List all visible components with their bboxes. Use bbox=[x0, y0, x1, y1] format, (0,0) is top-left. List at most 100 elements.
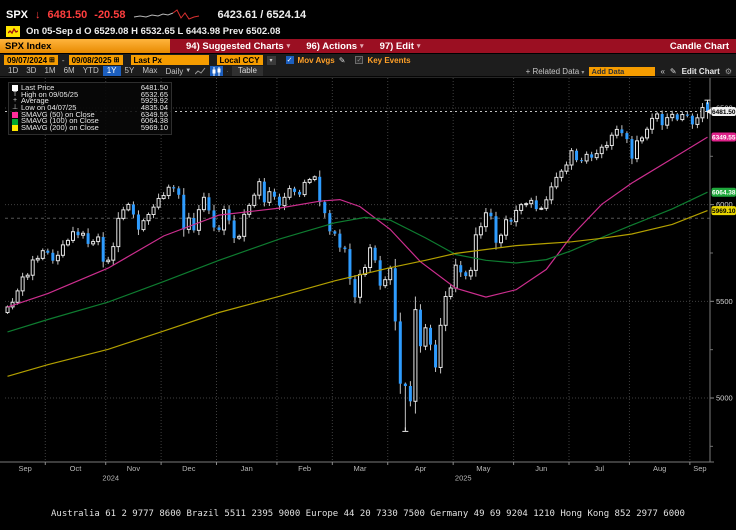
currency-dropdown-button[interactable]: ▾ bbox=[266, 55, 276, 65]
menu-item-edit[interactable]: 97) Edit ▾ bbox=[379, 40, 421, 52]
candle-down bbox=[434, 344, 438, 368]
mov-avgs-edit-icon[interactable]: ✎ bbox=[338, 55, 346, 65]
candle-down bbox=[459, 265, 463, 273]
period-tab-5y[interactable]: 5Y bbox=[124, 66, 135, 75]
year-label: 2024 bbox=[102, 474, 119, 483]
candle-down bbox=[489, 212, 493, 217]
candle-up bbox=[201, 196, 206, 211]
chevron-down-icon: ▾ bbox=[581, 69, 585, 76]
axis-price-bubble-value: 6481.50 bbox=[712, 109, 736, 116]
candle-up bbox=[126, 203, 131, 211]
period-tab-1y[interactable]: 1Y bbox=[102, 66, 121, 76]
legend-value: 6532.65 bbox=[140, 89, 168, 99]
candle-down bbox=[685, 114, 689, 116]
candle-down bbox=[373, 247, 377, 261]
candle-down bbox=[408, 386, 412, 402]
candle-up bbox=[156, 197, 161, 208]
legend-item[interactable]: SMAVG (200) on Close 5969.10 bbox=[12, 123, 168, 133]
legend-label: SMAVG (100) on Close bbox=[21, 116, 99, 126]
collapse-panel-icon[interactable]: « bbox=[660, 66, 665, 76]
candle-down bbox=[212, 210, 216, 228]
candle-up bbox=[504, 219, 509, 236]
candle-up bbox=[151, 206, 156, 216]
legend-label: SMAVG (50) on Close bbox=[21, 109, 95, 119]
legend-item[interactable]: ⊥ Low on 04/07/25 4835.04 bbox=[12, 103, 168, 113]
month-label: Apr bbox=[415, 464, 427, 473]
candle-down bbox=[403, 383, 407, 387]
period-tab-ytd[interactable]: YTD bbox=[82, 66, 99, 75]
candle-up bbox=[438, 324, 443, 368]
candle-up bbox=[478, 226, 483, 236]
mov-avgs-label[interactable]: Mov Avgs bbox=[297, 55, 335, 65]
legend-item[interactable]: Last Price 6481.50 bbox=[12, 83, 168, 92]
legend-item[interactable]: T High on 09/05/25 6532.65 bbox=[12, 89, 168, 99]
legend-value: 6481.50 bbox=[140, 83, 168, 92]
period-tab-1m[interactable]: 1M bbox=[44, 66, 56, 75]
security-field[interactable]: SPX Index bbox=[0, 39, 170, 53]
period-tab-6m[interactable]: 6M bbox=[63, 66, 75, 75]
edit-chart-pencil-icon[interactable]: ✎ bbox=[669, 66, 677, 76]
candle-up bbox=[166, 186, 171, 197]
chart-legend[interactable]: Last Price 6481.50 T High on 09/05/25 6532.6… bbox=[8, 82, 172, 135]
candle-up bbox=[695, 117, 700, 125]
candle-chart-plot[interactable]: 6500600055005000SepOctNovDecJanFebMarApr… bbox=[0, 77, 736, 485]
candle-up bbox=[609, 134, 614, 146]
sma50-line bbox=[7, 136, 708, 308]
mov-avgs-checkbox[interactable]: ✓ bbox=[285, 56, 294, 64]
candle-up bbox=[196, 209, 201, 231]
sma100-line bbox=[7, 191, 708, 333]
day-range: 6423.61 / 6524.14 bbox=[217, 8, 307, 21]
month-label: Sep bbox=[18, 464, 31, 473]
line-chart-icon[interactable] bbox=[194, 66, 207, 76]
edit-chart-button[interactable]: Edit Chart bbox=[681, 66, 720, 76]
candle-chart-icon[interactable] bbox=[210, 66, 224, 76]
frequency-dropdown[interactable]: Daily ▼ bbox=[165, 66, 192, 76]
gear-icon[interactable]: ⚙ bbox=[724, 66, 732, 76]
key-events-label[interactable]: Key Events bbox=[367, 55, 411, 65]
candle-up bbox=[569, 150, 574, 166]
menu-item-actions[interactable]: 96) Actions ▾ bbox=[306, 40, 364, 52]
candle-up bbox=[96, 236, 101, 243]
add-data-input[interactable] bbox=[589, 66, 656, 76]
key-events-checkbox[interactable]: ✓ bbox=[355, 56, 364, 64]
alert-icon[interactable] bbox=[6, 25, 20, 37]
candle-up bbox=[282, 196, 287, 207]
legend-item[interactable]: SMAVG (50) on Close 6349.55 bbox=[12, 109, 168, 119]
candle-down bbox=[323, 202, 327, 214]
chart-toolbar: 09/07/2024 ⊞ - 09/08/2025 ⊞ Last Px Loca… bbox=[0, 54, 736, 66]
calendar-icon[interactable]: ⊞ bbox=[49, 56, 55, 64]
period-tab-1d[interactable]: 1D bbox=[8, 66, 19, 75]
candle-down bbox=[86, 233, 90, 244]
candle-up bbox=[111, 246, 116, 261]
date-from-field[interactable]: 09/07/2024 ⊞ bbox=[4, 55, 58, 65]
legend-marker-glyph: + bbox=[12, 97, 18, 105]
candle-down bbox=[328, 213, 332, 232]
menu-item-suggested-charts[interactable]: 94) Suggested Charts ▾ bbox=[186, 40, 291, 52]
candle-down bbox=[318, 176, 322, 203]
date-to-field[interactable]: 09/08/2025 ⊞ bbox=[68, 55, 123, 65]
currency-select[interactable]: Local CCY bbox=[216, 55, 263, 65]
candle-up bbox=[358, 273, 363, 298]
candle-up bbox=[222, 208, 227, 231]
period-tab-max[interactable]: Max bbox=[142, 66, 158, 75]
candle-down bbox=[398, 321, 402, 384]
candle-up bbox=[186, 217, 191, 230]
calendar-icon[interactable]: ⊞ bbox=[113, 56, 120, 64]
quote-row-secondary: On 05-Sep d O 6529.08 H 6532.65 L 6443.9… bbox=[6, 25, 280, 37]
candle-up bbox=[55, 254, 60, 262]
table-button[interactable]: Table bbox=[231, 66, 263, 76]
period-tab-3d[interactable]: 3D bbox=[26, 66, 37, 75]
legend-value: 4835.04 bbox=[140, 103, 168, 113]
candle-up bbox=[237, 235, 242, 239]
legend-value: 5969.10 bbox=[140, 123, 168, 133]
price-field-select[interactable]: Last Px bbox=[130, 55, 209, 65]
candle-down bbox=[393, 268, 397, 322]
legend-item[interactable]: + Average 5929.92 bbox=[12, 97, 168, 105]
legend-item[interactable]: SMAVG (100) on Close 6064.38 bbox=[12, 116, 168, 126]
candle-up bbox=[549, 186, 554, 201]
related-data-button[interactable]: + Related Data ▾ bbox=[525, 66, 585, 76]
candle-up bbox=[448, 287, 453, 297]
candle-up bbox=[70, 231, 75, 241]
candle-up bbox=[544, 199, 549, 209]
candle-up bbox=[584, 153, 589, 162]
